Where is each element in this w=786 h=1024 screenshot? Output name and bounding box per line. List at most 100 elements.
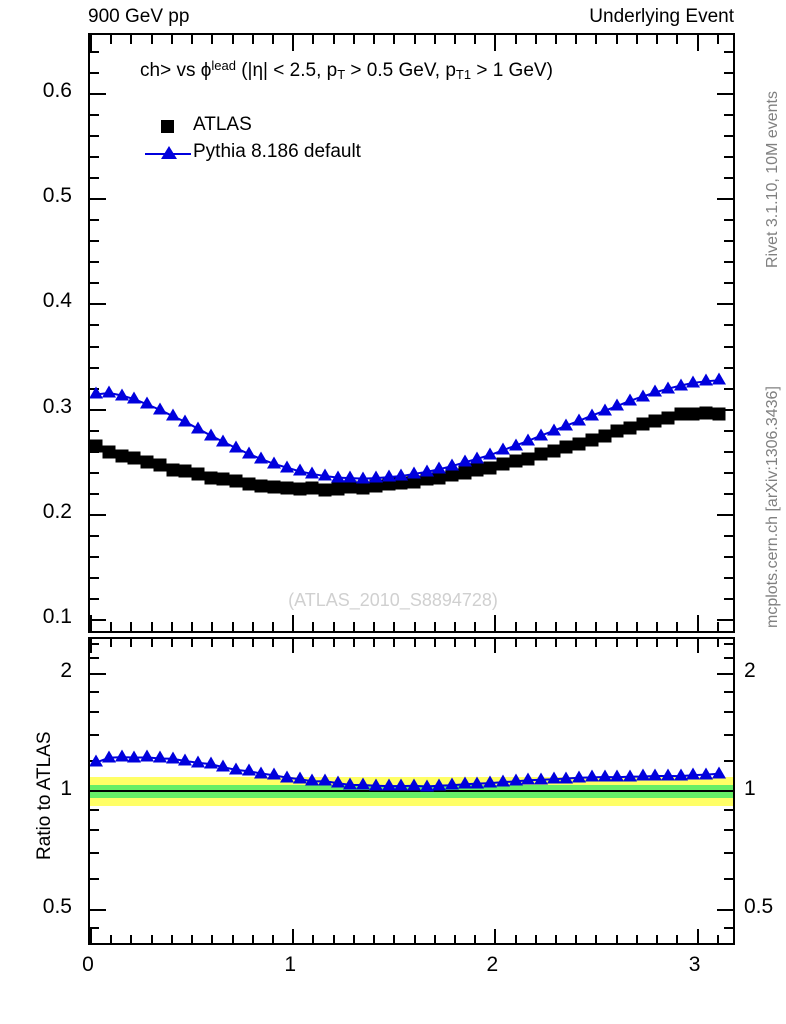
- data-point-triangle: [711, 372, 726, 385]
- axis-tick: [494, 615, 497, 631]
- ratio-data-point-triangle: [711, 766, 726, 779]
- axis-tick: [724, 429, 733, 432]
- data-point-square: [204, 471, 218, 485]
- ratio-data-point-triangle: [356, 777, 371, 790]
- ratio-data-point-triangle: [102, 750, 117, 763]
- data-point-square: [661, 411, 675, 425]
- axis-tick: [717, 909, 733, 912]
- ratio-data-point-triangle: [610, 769, 625, 782]
- ratio-series-line: [96, 756, 719, 788]
- plot-title: ch> vs ϕlead (|η| < 2.5, pT > 0.5 GeV, p…: [140, 58, 553, 82]
- data-point-triangle: [102, 385, 117, 398]
- ratio-data-point-triangle: [114, 749, 129, 762]
- main-y-tick-label: 0.5: [42, 184, 72, 208]
- ratio-data-point-triangle: [559, 771, 574, 784]
- ratio-y-tick-label-right: 0.5: [744, 895, 774, 919]
- axis-tick: [393, 622, 396, 631]
- axis-tick: [292, 929, 295, 943]
- axis-tick: [231, 639, 234, 647]
- axis-tick: [90, 35, 92, 51]
- axis-tick: [90, 926, 99, 929]
- data-point-triangle: [203, 428, 218, 441]
- data-point-square: [699, 406, 713, 420]
- axis-tick: [90, 198, 106, 201]
- axis-tick: [373, 35, 376, 44]
- ratio-data-point-triangle: [521, 772, 536, 785]
- ratio-data-point-triangle: [229, 762, 244, 775]
- data-point-square: [585, 433, 599, 447]
- data-point-triangle: [330, 470, 345, 483]
- data-point-triangle: [419, 464, 434, 477]
- ratio-data-point-triangle: [90, 754, 104, 767]
- data-point-triangle: [254, 451, 269, 464]
- axis-tick: [676, 622, 679, 631]
- axis-tick: [514, 622, 517, 631]
- ratio-data-point-triangle: [292, 771, 307, 784]
- axis-tick: [90, 156, 99, 159]
- axis-tick: [724, 535, 733, 537]
- axis-tick: [352, 639, 355, 647]
- data-point-square: [254, 479, 268, 493]
- axis-tick: [724, 324, 733, 327]
- ratio-data-point-triangle: [457, 776, 472, 789]
- data-point-square: [140, 455, 154, 469]
- axis-tick: [90, 929, 92, 943]
- data-point-triangle: [241, 446, 256, 459]
- axis-tick: [130, 935, 133, 943]
- ratio-data-point-triangle: [635, 769, 650, 782]
- axis-tick: [724, 577, 733, 580]
- axis-tick: [494, 639, 497, 653]
- data-point-square: [432, 471, 446, 485]
- axis-tick: [724, 851, 733, 854]
- axis-tick: [352, 622, 355, 631]
- axis-tick: [90, 878, 99, 881]
- axis-tick: [615, 935, 618, 943]
- data-point-triangle: [521, 433, 536, 446]
- ratio-data-point-triangle: [178, 753, 193, 766]
- data-point-square: [102, 445, 116, 459]
- ratio-data-point-triangle: [572, 770, 587, 783]
- ratio-data-point-triangle: [381, 778, 396, 791]
- axis-tick: [90, 598, 99, 601]
- ratio-data-point-triangle: [267, 767, 282, 780]
- data-point-square: [178, 464, 192, 478]
- axis-tick: [251, 639, 254, 647]
- axis-tick: [90, 471, 99, 474]
- axis-tick: [251, 622, 254, 631]
- data-point-square: [115, 449, 129, 463]
- axis-tick: [534, 622, 537, 631]
- ratio-data-point-triangle: [190, 755, 205, 768]
- axis-tick: [90, 673, 106, 676]
- data-point-triangle: [127, 391, 142, 404]
- axis-tick: [656, 935, 659, 943]
- data-point-triangle: [457, 454, 472, 467]
- axis-tick: [312, 935, 315, 943]
- data-point-triangle: [165, 408, 180, 421]
- axis-tick: [717, 198, 733, 201]
- axis-tick: [211, 622, 214, 631]
- data-point-square: [229, 474, 243, 488]
- data-point-square: [712, 407, 726, 421]
- axis-tick: [724, 734, 733, 737]
- axis-tick: [656, 35, 659, 44]
- axis-tick: [191, 935, 194, 943]
- axis-tick: [90, 639, 92, 653]
- data-point-square: [623, 421, 637, 435]
- ratio-y-tick-label-right: 2: [744, 659, 756, 683]
- axis-tick: [170, 622, 173, 631]
- axis-tick: [150, 935, 153, 943]
- main-y-tick-label: 0.3: [42, 394, 72, 418]
- data-point-triangle: [178, 414, 193, 427]
- ratio-data-point-triangle: [330, 775, 345, 788]
- axis-tick: [724, 492, 733, 495]
- axis-tick: [90, 556, 99, 559]
- ratio-data-point-triangle: [445, 777, 460, 790]
- axis-tick: [393, 935, 396, 943]
- axis-tick: [534, 639, 537, 647]
- data-point-triangle: [318, 468, 333, 481]
- main-plot-panel: [88, 33, 735, 633]
- axis-tick: [332, 935, 335, 943]
- axis-tick: [312, 35, 315, 44]
- axis-tick: [575, 639, 578, 647]
- axis-tick: [724, 113, 733, 116]
